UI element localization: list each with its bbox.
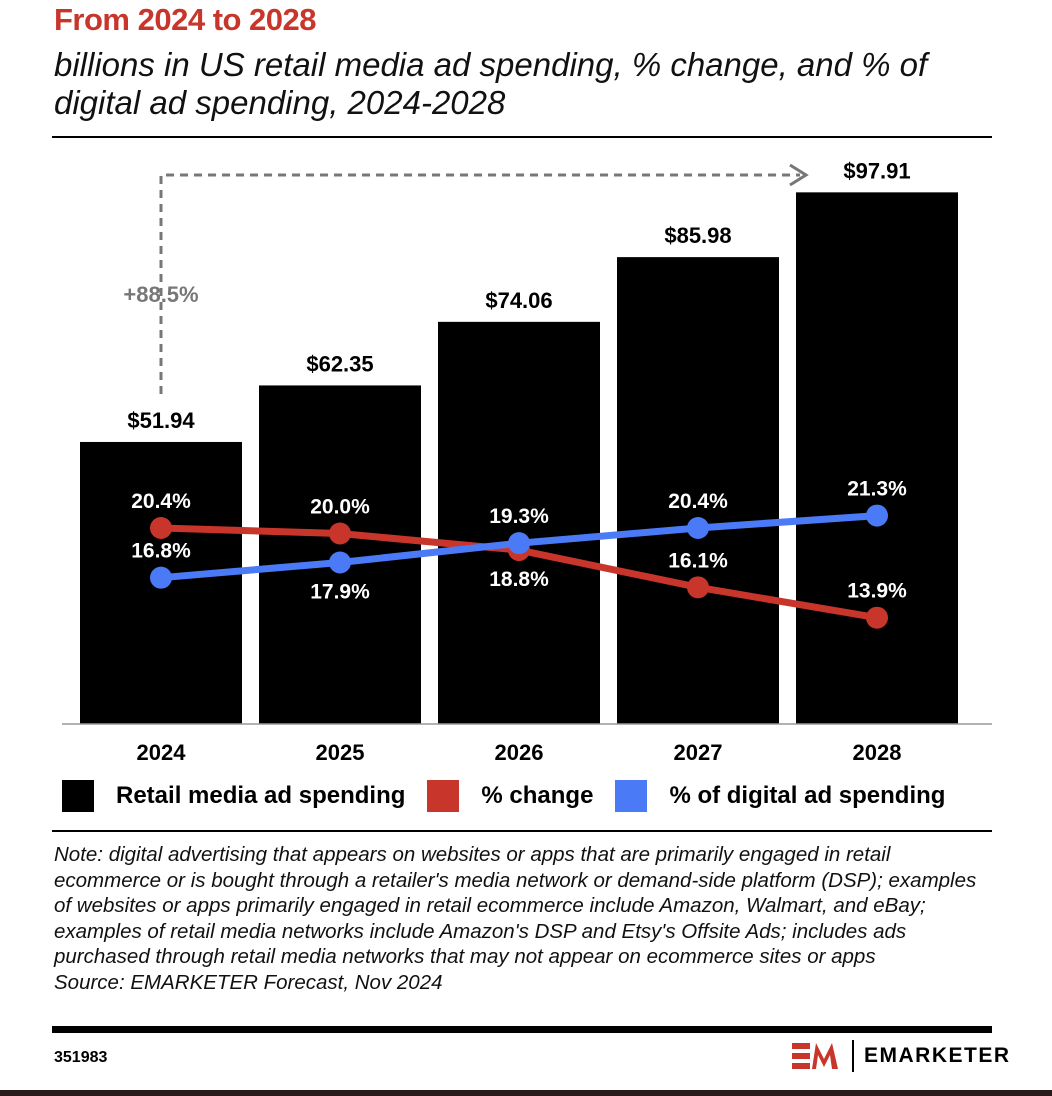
point-pct-change: [150, 517, 172, 539]
x-tick-label: 2028: [853, 740, 902, 765]
bar-value-label: $51.94: [127, 408, 195, 433]
legend-swatch: [62, 780, 94, 812]
em-logo-icon: [792, 1043, 838, 1069]
data-label: 13.9%: [847, 580, 907, 603]
data-label: 20.4%: [131, 490, 191, 513]
point-pct-change: [687, 576, 709, 599]
bar-value-label: $85.98: [664, 223, 731, 248]
data-label: 20.0%: [310, 496, 370, 519]
data-label: 16.1%: [668, 549, 728, 572]
growth-annotation: +88.5%: [123, 282, 198, 307]
x-tick-label: 2027: [674, 740, 723, 765]
data-label: 21.3%: [847, 478, 907, 501]
data-label: 18.8%: [489, 568, 549, 591]
legend-swatch: [427, 780, 460, 812]
chart-subtitle: billions in US retail media ad spending,…: [54, 46, 928, 121]
data-label: 20.4%: [668, 490, 728, 513]
chart-id: 351983: [54, 1049, 108, 1066]
note-text: Note: digital advertising that appears o…: [54, 843, 977, 968]
growth-arrow-line: [159, 173, 800, 394]
bar-value-label: $74.06: [485, 288, 552, 313]
bar-2028: [796, 192, 958, 724]
brand-name: EMARKETER: [852, 1040, 1011, 1072]
point-pct-digital: [508, 532, 530, 555]
chart-note: Note: digital advertising that appears o…: [54, 842, 994, 995]
point-pct-change: [866, 606, 888, 629]
legend-swatch: [615, 780, 648, 812]
legend-label: Retail media ad spending: [116, 782, 406, 809]
data-label: 19.3%: [489, 505, 549, 528]
arrow-head-icon: [789, 163, 809, 187]
bar-value-label: $97.91: [843, 158, 910, 183]
legend-item-digital: % of digital ad spending: [615, 780, 945, 812]
legend-item-change: % change: [427, 780, 593, 812]
x-tick-label: 2026: [495, 740, 544, 765]
x-tick-label: 2025: [316, 740, 365, 765]
legend-label: % change: [481, 782, 594, 809]
bar-2026: [438, 321, 600, 724]
bar-2027: [617, 257, 779, 724]
data-label: 17.9%: [310, 581, 370, 604]
window-bottom-edge: [0, 1090, 1052, 1096]
point-pct-change: [329, 522, 351, 545]
data-label: 16.8%: [131, 540, 191, 563]
point-pct-digital: [329, 551, 351, 574]
top-divider: [52, 136, 992, 138]
point-pct-digital: [866, 504, 888, 527]
point-pct-digital: [687, 517, 709, 539]
point-pct-digital: [150, 566, 172, 589]
legend-divider: [52, 830, 992, 832]
legend-item-bar: Retail media ad spending: [62, 780, 405, 812]
bottom-divider: [52, 1026, 992, 1033]
chart-area: $51.94 2024 $62.35 2025 $74.06 2026 $85.98 2027…: [62, 158, 992, 765]
source-text: Source: EMARKETER Forecast, Nov 2024: [54, 970, 443, 994]
legend: Retail media ad spending % change % of d…: [62, 780, 967, 812]
legend-label: % of digital ad spending: [669, 782, 946, 809]
x-tick-label: 2024: [137, 740, 187, 765]
emarketer-logo: EMARKETER: [792, 1040, 1011, 1072]
bar-value-label: $62.35: [306, 351, 373, 376]
chart-title: From 2024 to 2028: [54, 2, 317, 37]
